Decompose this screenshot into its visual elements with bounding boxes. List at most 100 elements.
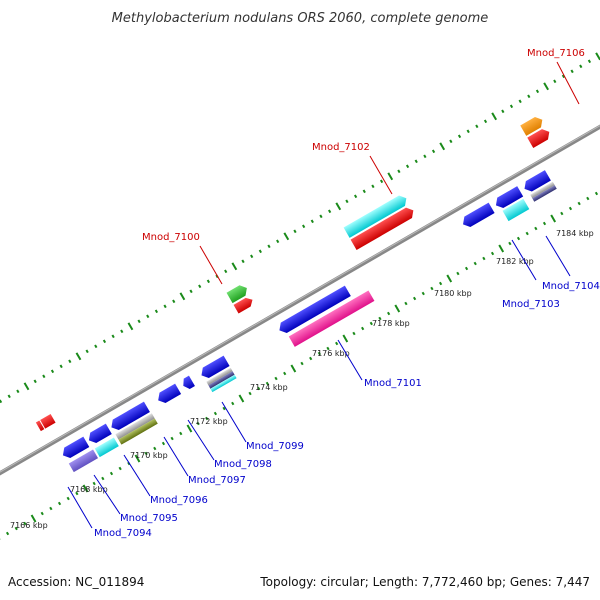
- gene-label[interactable]: Mnod_7097: [188, 475, 246, 486]
- minor-tick: [50, 369, 55, 374]
- leader-line: [187, 419, 215, 461]
- minor-tick: [40, 511, 44, 516]
- gene-feature[interactable]: [155, 383, 182, 406]
- major-tick: [290, 364, 297, 373]
- minor-tick: [414, 159, 418, 164]
- gene-feature[interactable]: [532, 185, 557, 202]
- major-tick: [231, 262, 238, 271]
- minor-tick: [586, 196, 590, 201]
- minor-tick: [276, 239, 280, 244]
- outer-tick-row: [0, 52, 600, 404]
- gene-label[interactable]: Mnod_7101: [364, 378, 422, 389]
- minor-tick: [0, 399, 3, 404]
- minor-tick: [430, 286, 434, 291]
- gene-feature[interactable]: [86, 423, 112, 446]
- major-tick: [75, 352, 82, 361]
- gene-feature[interactable]: [40, 413, 56, 429]
- minor-tick: [594, 191, 599, 196]
- gene-feature[interactable]: [276, 285, 351, 336]
- minor-tick: [587, 59, 592, 64]
- gene-feature[interactable]: [210, 374, 237, 393]
- minor-tick: [179, 431, 183, 436]
- leader-line: [163, 436, 189, 477]
- minor-tick: [516, 236, 521, 241]
- scale-labels: 7166 kbp 7168 kbp 7170 kbp 7172 kbp 7174…: [10, 229, 594, 530]
- major-tick: [186, 424, 193, 433]
- major-tick: [134, 454, 141, 463]
- gene-feature[interactable]: [502, 198, 530, 222]
- major-tick: [595, 52, 600, 61]
- gene-feature[interactable]: [208, 371, 235, 389]
- gene-label[interactable]: Mnod_7103: [502, 299, 560, 310]
- gene-label[interactable]: Mnod_7096: [150, 495, 208, 506]
- minor-tick: [102, 339, 107, 344]
- minor-tick: [397, 169, 401, 174]
- minor-tick: [213, 411, 218, 416]
- minor-tick: [85, 349, 89, 354]
- leader-line: [123, 454, 151, 497]
- gene-feature[interactable]: [527, 127, 552, 149]
- gene-feature[interactable]: [288, 290, 375, 347]
- gene-feature[interactable]: [108, 401, 150, 433]
- gene-feature[interactable]: [460, 202, 495, 230]
- minor-tick: [508, 241, 512, 246]
- minor-tick: [405, 164, 410, 169]
- minor-tick: [120, 329, 124, 334]
- minor-tick: [483, 119, 488, 124]
- gene-feature[interactable]: [520, 114, 545, 136]
- gene-feature[interactable]: [118, 418, 158, 445]
- gene-feature[interactable]: [60, 436, 90, 461]
- scale-label: 7168 kbp: [70, 485, 108, 494]
- gene-label[interactable]: Mnod_7104: [542, 281, 600, 292]
- gene-feature[interactable]: [68, 449, 99, 473]
- gene-label[interactable]: Mnod_7095: [120, 513, 178, 524]
- minor-tick: [310, 219, 314, 224]
- leader-line: [93, 474, 121, 515]
- minor-tick: [404, 301, 408, 306]
- gene-feature[interactable]: [522, 170, 551, 194]
- minor-tick: [361, 326, 365, 331]
- scale-label: 7184 kbp: [556, 229, 594, 238]
- minor-tick: [421, 291, 425, 296]
- minor-tick: [206, 279, 210, 284]
- gene-feature[interactable]: [226, 283, 250, 304]
- minor-tick: [224, 269, 228, 274]
- minor-tick: [109, 471, 114, 476]
- scale-label: 7176 kbp: [312, 349, 350, 358]
- gene-feature[interactable]: [94, 437, 119, 458]
- gene-label[interactable]: Mnod_7106: [527, 48, 585, 59]
- gene-feature[interactable]: [198, 355, 230, 381]
- gene-feature[interactable]: [206, 367, 233, 386]
- minor-tick: [205, 416, 209, 421]
- minor-tick: [579, 64, 583, 69]
- gene-label[interactable]: Mnod_7098: [214, 459, 272, 470]
- scale-label: 7174 kbp: [250, 383, 288, 392]
- major-tick: [543, 82, 549, 91]
- gene-feature[interactable]: [35, 420, 45, 432]
- major-tick: [387, 172, 394, 181]
- gene-label[interactable]: Mnod_7094: [94, 528, 152, 539]
- minor-tick: [258, 249, 262, 254]
- minor-tick: [250, 254, 254, 259]
- minor-tick: [146, 314, 150, 319]
- gene-feature[interactable]: [233, 295, 255, 314]
- gene-feature[interactable]: [350, 205, 417, 251]
- minor-tick: [68, 359, 72, 364]
- leader-line: [369, 155, 393, 195]
- gene-label[interactable]: Mnod_7099: [246, 441, 304, 452]
- gene-label[interactable]: Mnod_7102: [312, 142, 370, 153]
- gene-feature[interactable]: [180, 375, 195, 391]
- gene-feature[interactable]: [115, 413, 155, 440]
- minor-tick: [5, 531, 10, 536]
- gene-label[interactable]: Mnod_7100: [142, 232, 200, 243]
- gene-feature[interactable]: [343, 193, 410, 238]
- major-tick: [446, 274, 453, 283]
- label-leaders: [67, 61, 580, 529]
- minor-tick: [326, 346, 330, 351]
- major-tick: [394, 304, 401, 313]
- gene-feature[interactable]: [530, 181, 555, 199]
- minor-tick: [387, 311, 391, 316]
- gene-feature[interactable]: [493, 186, 524, 210]
- minor-tick: [438, 281, 443, 286]
